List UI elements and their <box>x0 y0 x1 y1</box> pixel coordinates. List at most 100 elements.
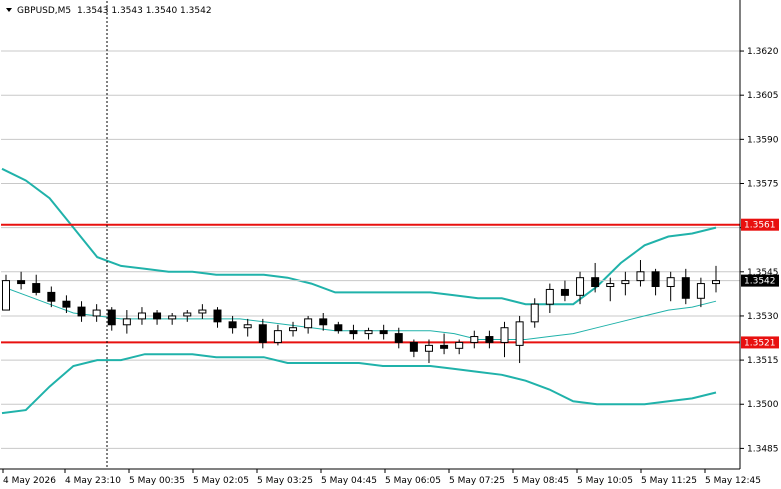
candle <box>32 274 41 296</box>
candle-body-bull <box>92 309 101 317</box>
y-tick-label: 1.3545 <box>747 268 779 278</box>
candle-body-bull <box>168 315 177 320</box>
y-tick-label: 1.3620 <box>747 47 779 57</box>
candle <box>666 271 675 302</box>
bollinger-middle-line <box>1 286 717 340</box>
y-tick-label: 1.3500 <box>747 400 779 410</box>
candle-body-bull <box>666 277 675 288</box>
candle-body-bull <box>424 344 433 352</box>
candle-body-bull <box>2 280 10 311</box>
candle-body-bull <box>198 309 207 314</box>
candle <box>576 271 585 305</box>
dropdown-triangle-icon[interactable] <box>6 8 12 12</box>
candle <box>153 310 162 325</box>
candle <box>334 321 343 334</box>
candle <box>621 271 630 296</box>
candle-body-bear <box>560 288 569 296</box>
candle-body-bull <box>636 271 645 282</box>
candle <box>455 339 464 355</box>
candle-body-bear <box>440 344 449 349</box>
candle <box>379 324 388 340</box>
y-tick-label: 1.3605 <box>747 91 779 101</box>
x-tick-label: 5 May 12:45 <box>705 476 761 486</box>
candle-body-bear <box>17 280 26 285</box>
candle-body-bull <box>500 327 509 343</box>
candle <box>258 318 267 349</box>
candle-body-bull <box>183 312 192 317</box>
candle <box>364 327 373 340</box>
chart-header: GBPUSD,M5 1.3543 1.3543 1.3540 1.3542 <box>6 6 212 16</box>
candle-body-bear <box>32 283 41 293</box>
candle <box>77 301 86 322</box>
candle-body-bull <box>364 330 373 335</box>
x-tick-label: 5 May 10:05 <box>577 476 633 486</box>
candle <box>440 333 449 355</box>
level-price-badge <box>741 336 779 349</box>
candle <box>213 307 222 328</box>
candle <box>92 304 101 322</box>
candle <box>107 307 116 331</box>
candle <box>62 295 71 313</box>
x-tick-label: 4 May 23:10 <box>65 476 121 486</box>
candle <box>47 286 56 308</box>
candle <box>2 274 10 311</box>
candle-body-bull <box>455 341 464 349</box>
candle <box>319 313 328 331</box>
x-tick-label: 4 May 2026 <box>3 476 56 486</box>
candle <box>122 310 131 334</box>
y-tick-label: 1.3515 <box>747 356 779 366</box>
horizontal-levels[interactable] <box>1 223 740 344</box>
candle-body-bull <box>696 283 705 299</box>
candle-body-bull <box>530 303 539 323</box>
grid <box>1 50 740 449</box>
last-price-label: 1.3542 <box>744 277 776 287</box>
candle-body-bear <box>258 324 267 343</box>
y-tick-label: 1.3575 <box>747 179 779 189</box>
candle-body-bear <box>334 324 343 332</box>
candle <box>530 298 539 328</box>
x-tick-label: 5 May 11:25 <box>641 476 697 486</box>
candle <box>289 321 298 337</box>
candle-body-bear <box>681 277 690 299</box>
candle-body-bear <box>394 333 403 343</box>
candle-body-bull <box>289 327 298 332</box>
candle <box>198 304 207 319</box>
candle-body-bear <box>228 321 237 329</box>
last-price-badge <box>741 274 779 287</box>
candle-body-bear <box>213 309 222 323</box>
x-tick-label: 5 May 03:25 <box>257 476 313 486</box>
y-tick-label: 1.3485 <box>747 444 779 454</box>
candle <box>500 321 509 358</box>
candle-body-bull <box>606 283 615 288</box>
candle-body-bull <box>470 336 479 343</box>
candle-body-bear <box>379 330 388 335</box>
candle-body-bull <box>621 280 630 285</box>
candle <box>545 283 554 313</box>
candle-body-bear <box>651 271 660 288</box>
candle-body-bull <box>712 280 720 285</box>
symbol-label: GBPUSD,M5 <box>17 6 71 16</box>
candle <box>17 271 26 290</box>
candle-body-bull <box>273 330 282 343</box>
bollinger-lower-line <box>1 353 717 415</box>
candle <box>137 307 146 325</box>
candles <box>2 260 720 364</box>
candle <box>712 265 720 293</box>
candle <box>606 277 615 302</box>
candle-body-bull <box>515 321 524 346</box>
x-tick-label: 5 May 00:35 <box>129 476 185 486</box>
candle <box>168 313 177 325</box>
candle-body-bull <box>122 318 131 326</box>
candle-body-bear <box>47 291 56 302</box>
candle <box>681 268 690 305</box>
candle-body-bear <box>591 277 600 288</box>
candle-body-bull <box>576 277 585 296</box>
x-tick-label: 5 May 04:45 <box>321 476 377 486</box>
y-tick-label: 1.3590 <box>747 135 779 145</box>
level-price-badge <box>741 218 779 231</box>
x-tick-label: 5 May 08:45 <box>513 476 569 486</box>
y-tick-label: 1.3530 <box>747 312 779 322</box>
candle-body-bull <box>545 288 554 305</box>
